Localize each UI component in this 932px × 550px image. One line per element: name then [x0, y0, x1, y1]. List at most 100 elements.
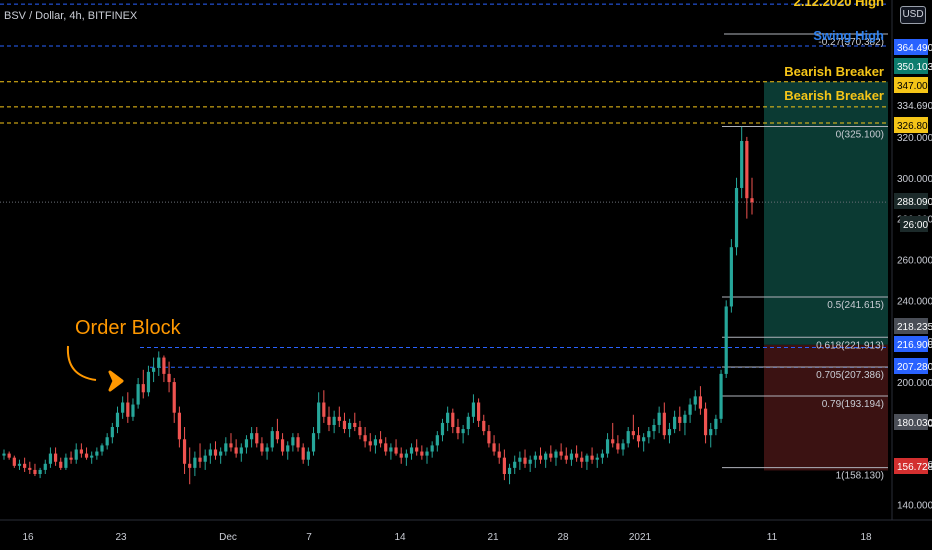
fib-label-1: 0(325.100)	[836, 129, 884, 140]
candle-body	[492, 443, 496, 452]
candle-body	[461, 429, 465, 434]
price-tag: 364.490	[897, 43, 932, 54]
candle-body	[631, 431, 635, 436]
candle	[301, 443, 305, 464]
candle	[683, 410, 687, 436]
candle-body	[280, 439, 285, 452]
candle-body	[250, 433, 254, 440]
candle	[559, 443, 563, 460]
y-tick-label: 300.000	[897, 174, 932, 185]
candle-body	[476, 402, 481, 421]
candle-body	[384, 443, 388, 452]
symbol-title: BSV / Dollar, 4h, BITFINEX	[4, 10, 138, 22]
candle	[409, 443, 414, 460]
price-tag: 347.000	[897, 81, 932, 92]
fib-label-3: 0.618(221.913)	[816, 340, 884, 351]
price-tag: 326.800	[897, 121, 932, 132]
price-tag-bg	[894, 39, 928, 55]
x-tick-label: 11	[767, 532, 778, 543]
x-tick-label: 18	[860, 532, 872, 543]
candle	[229, 433, 233, 452]
candle	[719, 369, 723, 423]
candle-body	[420, 451, 424, 456]
candle-body	[595, 457, 599, 460]
candle-body	[698, 396, 703, 409]
candle	[2, 449, 6, 460]
candle	[286, 441, 290, 460]
candle	[182, 427, 187, 475]
fib-label-4: 0.705(207.386)	[816, 370, 884, 381]
candle	[404, 449, 408, 466]
price-tag-bg	[894, 117, 928, 133]
x-tick-label: 14	[394, 532, 406, 543]
candle-body	[7, 453, 11, 458]
candle-body	[260, 443, 264, 452]
arrow-curve	[66, 345, 97, 381]
price-tag: 180.030	[897, 418, 932, 429]
candle	[729, 239, 733, 313]
candle-body	[693, 396, 697, 405]
candle-body	[482, 420, 486, 432]
candle	[23, 457, 27, 472]
candle-body	[662, 412, 666, 436]
candle	[667, 422, 672, 444]
candle-body	[404, 453, 408, 458]
price-tag: 218.235	[897, 322, 932, 333]
candle	[363, 427, 367, 448]
candle	[126, 392, 130, 423]
candle	[162, 355, 166, 383]
candle	[657, 406, 661, 434]
candle-body	[466, 416, 470, 430]
candle-body	[162, 357, 166, 374]
candle	[368, 433, 372, 452]
candle	[146, 365, 151, 397]
currency-button[interactable]: USD	[900, 6, 926, 24]
candle	[538, 447, 543, 464]
candle	[476, 398, 481, 428]
price-tag: 350.103	[897, 62, 932, 73]
candle-body	[244, 439, 249, 448]
candle	[38, 467, 42, 479]
candle-body	[513, 461, 517, 468]
candle-body	[110, 427, 114, 438]
candle	[378, 431, 383, 448]
x-tick-label: 21	[487, 532, 499, 543]
price-tag-bg	[894, 193, 928, 209]
price-tag-bg	[894, 318, 928, 334]
candle-body	[12, 457, 16, 466]
candle-body	[564, 455, 568, 460]
candle-body	[126, 402, 130, 417]
candle	[270, 427, 274, 452]
candle-body	[213, 449, 218, 456]
candle	[420, 445, 424, 460]
candle	[616, 435, 620, 454]
candle-body	[311, 433, 316, 452]
candle-body	[115, 412, 120, 428]
candle	[322, 390, 326, 423]
candle-body	[647, 431, 651, 438]
candle	[750, 177, 754, 215]
candle	[487, 424, 491, 448]
candle-body	[90, 455, 94, 458]
candle	[673, 410, 677, 434]
price-tag-bg	[894, 77, 928, 93]
candle-body	[451, 412, 455, 428]
candle	[430, 441, 434, 458]
price-tag-bg	[894, 358, 928, 374]
candle	[115, 406, 120, 434]
candle-body	[363, 435, 367, 442]
candle	[7, 451, 11, 460]
fib-label-5: 0.79(193.194)	[822, 399, 884, 410]
candle-body	[549, 453, 553, 458]
candle-body	[348, 422, 352, 430]
candle	[652, 418, 656, 440]
candle	[549, 445, 553, 462]
candle-body	[198, 457, 202, 462]
candle-body	[152, 367, 156, 372]
candle	[90, 451, 94, 464]
candle-body	[611, 439, 615, 444]
candle-body	[306, 451, 310, 460]
candle	[456, 418, 460, 440]
candle-body	[131, 404, 135, 417]
